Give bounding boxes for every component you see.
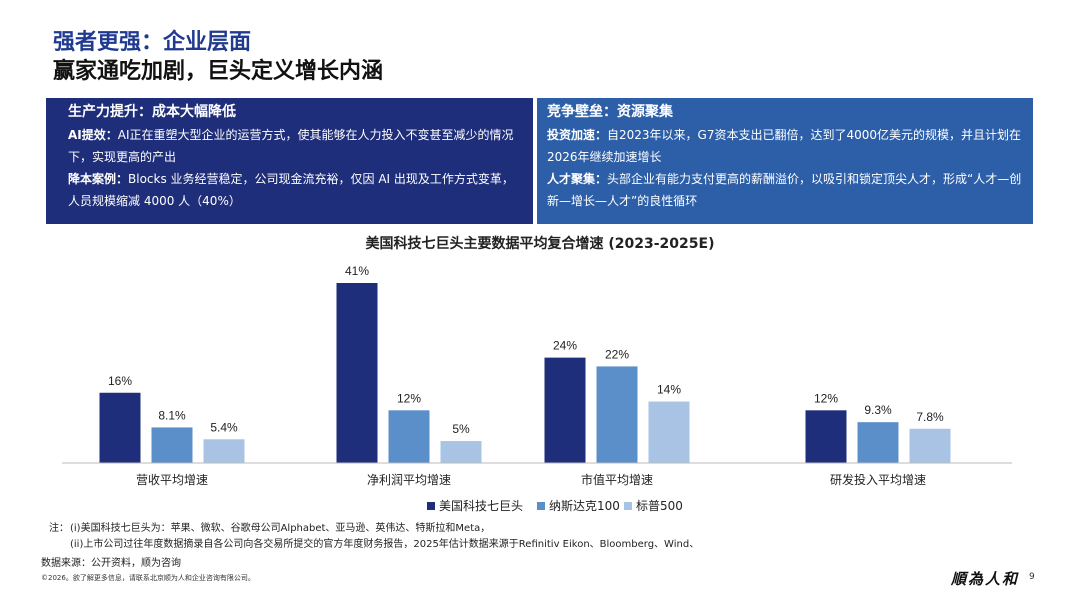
paragraph-label: 人才聚集：	[547, 172, 608, 186]
bar	[99, 392, 141, 463]
paragraph-text: Blocks 业务经营稳定，公司现金流充裕，仅因 AI 出现及工作方式变革，人员…	[68, 172, 514, 208]
copyright: ©2026。欲了解更多信息，请联系北京顺为人和企业咨询有限公司。	[41, 574, 255, 582]
legend-label: 标普500	[636, 499, 683, 513]
bar	[805, 410, 847, 463]
page-title: 强者更强：企业层面	[53, 30, 252, 55]
bar	[857, 422, 899, 463]
data-label: 22%	[605, 347, 629, 361]
data-label: 12%	[397, 391, 421, 405]
data-label: 8.1%	[158, 408, 186, 422]
category-label: 营收平均增速	[136, 473, 208, 487]
paragraph-text: 自2023年以来，G7资本支出已翻倍，达到了4000亿美元的规模，并且计划在20…	[547, 128, 1022, 164]
company-logo: 順為人和	[951, 570, 1020, 588]
bar	[909, 428, 951, 463]
panel-paragraph: 人才聚集：头部企业有能力支付更高的薪酬溢价，以吸引和锁定顶尖人才，形成“人才—创…	[547, 168, 1023, 212]
data-label: 9.3%	[864, 403, 892, 417]
note-row: (ii)上市公司过往年度数据摘录自各公司向各交易所提交的官方年度财务报告，202…	[49, 537, 699, 553]
notes: 注： (i)美国科技七巨头为：苹果、微软、谷歌母公司Alphabet、亚马逊、英…	[49, 521, 699, 553]
bar	[203, 439, 245, 463]
data-label: 5.4%	[210, 420, 238, 434]
note-line: (i)美国科技七巨头为：苹果、微软、谷歌母公司Alphabet、亚马逊、英伟达、…	[70, 523, 491, 534]
bar	[388, 410, 430, 463]
paragraph-text: AI正在重塑大型企业的运营方式，使其能够在人力投入不变甚至减少的情况下，实现更高…	[68, 128, 514, 164]
bar	[151, 427, 193, 463]
paragraph-text: 头部企业有能力支付更高的薪酬溢价，以吸引和锁定顶尖人才，形成“人才—创新—增长—…	[547, 172, 1022, 208]
data-label: 5%	[452, 422, 470, 436]
bar	[648, 401, 690, 463]
data-label: 14%	[657, 383, 681, 397]
data-label: 41%	[345, 264, 369, 278]
category-label: 净利润平均增速	[367, 473, 451, 487]
growth-bar-chart: 16% 8.1% 5.4% 营收平均增速 41% 12% 5% 净利润平均增速 24% 22% 14…	[62, 264, 1012, 513]
chart-title: 美国科技七巨头主要数据平均复合增速 (2023-2025E)	[365, 236, 715, 252]
panel-paragraph: 投资加速：自2023年以来，G7资本支出已翻倍，达到了4000亿美元的规模，并且…	[547, 124, 1023, 168]
bar	[544, 357, 586, 463]
data-source: 数据来源：公开资料，顺为咨询	[41, 558, 181, 569]
bar	[596, 366, 638, 463]
productivity-panel: 生产力提升：成本大幅降低 AI提效：AI正在重塑大型企业的运营方式，使其能够在人…	[46, 98, 533, 224]
legend-swatch	[537, 502, 545, 510]
panel-title: 生产力提升：成本大幅降低	[68, 104, 236, 120]
data-label: 16%	[108, 374, 132, 388]
note-row: 注： (i)美国科技七巨头为：苹果、微软、谷歌母公司Alphabet、亚马逊、英…	[49, 521, 699, 537]
bar	[336, 283, 378, 463]
legend-swatch	[427, 502, 435, 510]
note-prefix: 注：	[49, 523, 69, 534]
category-label: 研发投入平均增速	[830, 472, 926, 487]
competition-panel: 竞争壁垒：资源聚集 投资加速：自2023年以来，G7资本支出已翻倍，达到了400…	[537, 98, 1033, 224]
data-label: 7.8%	[916, 410, 944, 424]
paragraph-label: 投资加速：	[547, 128, 608, 142]
legend-swatch	[624, 502, 632, 510]
legend-label: 美国科技七巨头	[439, 499, 523, 513]
data-label: 24%	[553, 339, 577, 353]
legend-label: 纳斯达克100	[549, 499, 620, 513]
paragraph-label: 降本案例：	[68, 172, 129, 186]
panel-title: 竞争壁垒：资源聚集	[547, 104, 673, 120]
bar	[440, 441, 482, 463]
note-line: (ii)上市公司过往年度数据摘录自各公司向各交易所提交的官方年度财务报告，202…	[70, 539, 700, 550]
page-number: 9	[1029, 572, 1035, 582]
panel-paragraph: AI提效：AI正在重塑大型企业的运营方式，使其能够在人力投入不变甚至减少的情况下…	[68, 124, 523, 168]
category-label: 市值平均增速	[581, 472, 653, 487]
data-label: 12%	[814, 391, 838, 405]
paragraph-label: AI提效：	[68, 128, 118, 142]
page-subtitle: 赢家通吃加剧，巨头定义增长内涵	[53, 59, 384, 84]
panel-paragraph: 降本案例：Blocks 业务经营稳定，公司现金流充裕，仅因 AI 出现及工作方式…	[68, 168, 523, 212]
